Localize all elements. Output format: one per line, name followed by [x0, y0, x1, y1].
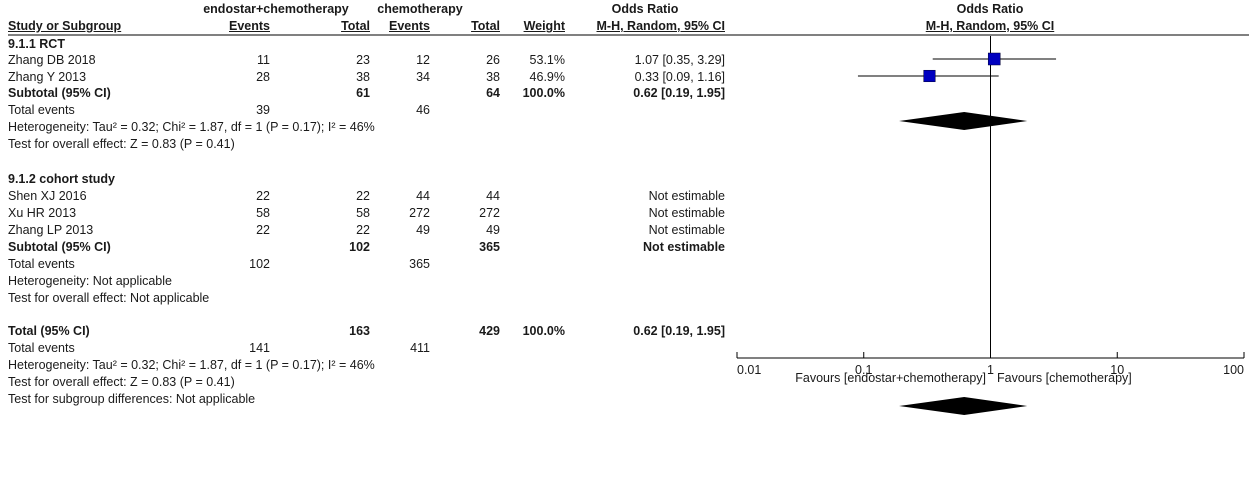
events2-value: 44 [416, 189, 430, 203]
total1-value: 23 [356, 53, 370, 67]
weight-value: 46.9% [529, 70, 565, 84]
overall-effect-text: Test for overall effect: Not applicable [8, 291, 210, 305]
subgroup-title: 9.1.2 cohort study [8, 172, 115, 186]
events2-value: 49 [416, 223, 430, 237]
overall-effect-text: Test for overall effect: Z = 0.83 (P = 0… [8, 375, 235, 389]
total-events-label: Total events [8, 341, 75, 355]
study-marker [923, 69, 936, 83]
x-tick-label: 0.01 [737, 363, 761, 377]
group2-header: chemotherapy [377, 2, 463, 16]
events2-value: 34 [416, 70, 430, 84]
overall-effect-text: Test for overall effect: Z = 0.83 (P = 0… [8, 137, 235, 151]
weight-header: Weight [523, 19, 565, 33]
subtotal-label: Subtotal (95% CI) [8, 86, 111, 100]
total1-value: 58 [356, 206, 370, 220]
total2-value: 26 [486, 53, 500, 67]
x-tick-label: 0.1 [855, 363, 872, 377]
x-tick-label: 100 [1223, 363, 1244, 377]
or-ci-value: Not estimable [648, 223, 725, 237]
subtotal-weight: 100.0% [522, 86, 565, 100]
events1-value: 28 [256, 70, 270, 84]
favours-right-label: Favours [chemotherapy] [997, 371, 1132, 385]
events2-value: 12 [416, 53, 430, 67]
or-ci-value: Not estimable [648, 206, 725, 220]
total-events-label: Total events [8, 257, 75, 271]
total1-header: Total [341, 19, 370, 33]
study-name: Xu HR 2013 [8, 206, 77, 220]
total-events2: 365 [409, 257, 430, 271]
total2-value: 272 [479, 206, 500, 220]
plot-method-header: M-H, Random, 95% CI [925, 19, 1055, 33]
events1-value: 11 [257, 53, 270, 67]
total1-value: 38 [356, 70, 370, 84]
or-ci-value: 0.33 [0.09, 1.16] [634, 70, 725, 84]
total-weight: 100.0% [522, 324, 565, 338]
total1-value: 22 [356, 189, 370, 203]
subtotal-label: Subtotal (95% CI) [8, 240, 111, 254]
events1-value: 22 [256, 189, 270, 203]
subtotal-total1: 61 [356, 86, 370, 100]
total-label: Total (95% CI) [8, 324, 90, 338]
total2-header: Total [471, 19, 500, 33]
total-total2: 429 [479, 324, 500, 338]
study-name: Shen XJ 2016 [8, 189, 87, 203]
subgroup-differences-text: Test for subgroup differences: Not appli… [8, 392, 256, 406]
subgroup-title: 9.1.1 RCT [8, 37, 65, 51]
x-tick-label: 1 [987, 363, 994, 377]
total-total1: 163 [349, 324, 370, 338]
total2-value: 49 [486, 223, 500, 237]
total-ci: 0.62 [0.19, 1.95] [633, 324, 725, 338]
x-tick-label: 10 [1110, 363, 1124, 377]
pooled-diamond [899, 397, 1028, 415]
total-events1: 39 [256, 103, 270, 117]
heterogeneity-text: Heterogeneity: Tau² = 0.32; Chi² = 1.87,… [8, 120, 375, 134]
subtotal-total2: 64 [486, 86, 500, 100]
heterogeneity-text: Heterogeneity: Not applicable [8, 274, 172, 288]
study-name: Zhang LP 2013 [8, 223, 94, 237]
events1-value: 22 [256, 223, 270, 237]
group1-header: endostar+chemotherapy [203, 2, 349, 16]
total-events2: 411 [410, 341, 430, 355]
subtotal-ci: Not estimable [643, 240, 725, 254]
study-name: Zhang Y 2013 [8, 70, 87, 84]
heterogeneity-text: Heterogeneity: Tau² = 0.32; Chi² = 1.87,… [8, 358, 375, 372]
study-column-header: Study or Subgroup [8, 19, 122, 33]
subtotal-ci: 0.62 [0.19, 1.95] [633, 86, 725, 100]
events2-header: Events [389, 19, 430, 33]
total-events-label: Total events [8, 103, 75, 117]
events1-header: Events [229, 19, 270, 33]
total2-value: 38 [486, 70, 500, 84]
study-name: Zhang DB 2018 [8, 53, 96, 67]
study-marker [987, 52, 1001, 66]
method-header: M-H, Random, 95% CI [596, 19, 726, 33]
subtotal-total2: 365 [479, 240, 500, 254]
or-ci-value: 1.07 [0.35, 3.29] [634, 53, 725, 67]
weight-value: 53.1% [529, 53, 565, 67]
total-events2: 46 [416, 103, 430, 117]
or-ci-value: Not estimable [648, 189, 725, 203]
total-events1: 141 [249, 341, 270, 355]
pooled-diamond [899, 112, 1028, 130]
events2-value: 272 [409, 206, 430, 220]
events1-value: 58 [256, 206, 270, 220]
total-events1: 102 [249, 257, 270, 271]
favours-left-label: Favours [endostar+chemotherapy] [795, 371, 986, 385]
total1-value: 22 [356, 223, 370, 237]
total2-value: 44 [486, 189, 500, 203]
subtotal-total1: 102 [349, 240, 370, 254]
plot-header: Odds Ratio [956, 2, 1024, 16]
or-header: Odds Ratio [611, 2, 679, 16]
